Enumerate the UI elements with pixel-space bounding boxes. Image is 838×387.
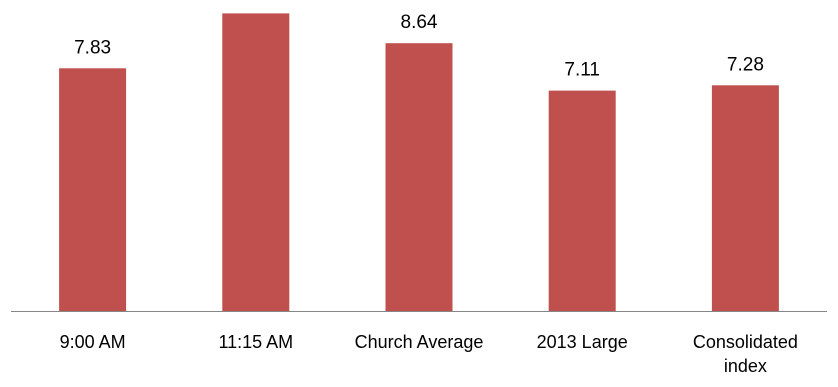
- category-label-0: 9:00 AM: [60, 332, 126, 352]
- data-label-1: 9.60: [237, 0, 274, 3]
- category-labels-layer: 9:00 AM 11:15 AM Church Average 2013 Large C…: [60, 332, 798, 376]
- data-labels-layer: 7.83 9.60 8.64 7.11 7.28: [74, 0, 764, 81]
- data-label-2: 8.64: [401, 12, 438, 33]
- bar-1: [222, 13, 290, 312]
- bar-2: [385, 43, 453, 311]
- category-label-3: 2013 Large: [537, 332, 628, 352]
- category-label-1: 11:15 AM: [218, 332, 293, 352]
- category-label-2: Church Average: [355, 332, 484, 352]
- data-label-4: 7.28: [727, 54, 764, 75]
- bars-layer: [59, 13, 779, 312]
- category-label-4: Consolidated index: [693, 332, 798, 376]
- bar-0: [59, 68, 127, 311]
- data-label-0: 7.83: [74, 37, 111, 58]
- data-label-3: 7.11: [564, 60, 600, 81]
- bar-4: [711, 85, 779, 311]
- bar-3: [548, 90, 616, 311]
